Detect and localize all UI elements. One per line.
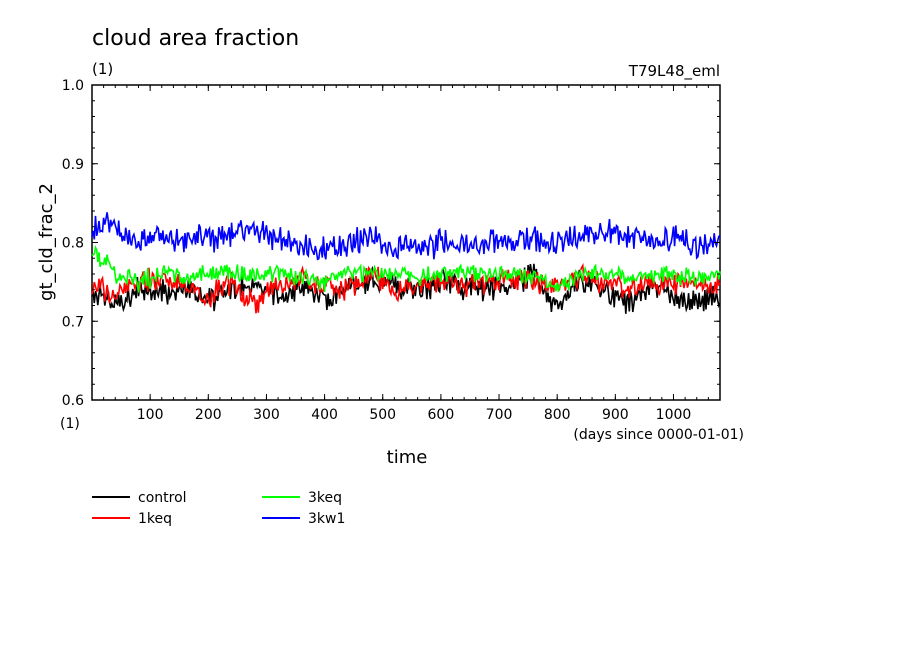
- y-tick-label: 1.0: [62, 78, 84, 94]
- y-axis-label: gt_cld_frac_2: [36, 183, 57, 301]
- series-layer: [91, 212, 721, 314]
- y-tick-label: 0.8: [62, 236, 84, 252]
- y-axis-units: (1): [60, 416, 80, 432]
- x-axis-units: (days since 0000-01-01): [573, 427, 744, 443]
- legend-label-1keq: 1keq: [138, 511, 172, 527]
- legend-label-control: control: [138, 490, 187, 506]
- series-line-3keq: [91, 245, 721, 293]
- x-axis-label: time: [387, 447, 428, 468]
- x-tick-label: 600: [428, 407, 455, 423]
- legend-label-3kw1: 3kw1: [308, 511, 345, 527]
- ticks-layer: 0.6 0.7 0.8 0.9 1.0 100 200 300 400 500 600 700 800 9…: [62, 78, 720, 423]
- y-tick-label: 0.6: [62, 393, 84, 409]
- legend-label-3keq: 3keq: [308, 490, 342, 506]
- x-tick-label: 700: [486, 407, 513, 423]
- x-tick-label: 1000: [656, 407, 692, 423]
- legend: control 1keq 3keq 3kw1: [92, 490, 345, 527]
- x-tick-label: 100: [137, 407, 164, 423]
- x-tick-label: 800: [544, 407, 571, 423]
- x-tick-label: 400: [311, 407, 338, 423]
- series-line-3kw1: [91, 212, 721, 261]
- series-line-1keq: [91, 262, 721, 314]
- x-tick-label: 900: [602, 407, 629, 423]
- y-tick-label: 0.9: [62, 157, 84, 173]
- y-tick-label: 0.7: [62, 314, 84, 330]
- x-tick-label: 300: [253, 407, 280, 423]
- x-tick-label: 200: [195, 407, 222, 423]
- chart-units: (1): [92, 60, 113, 78]
- chart-title: cloud area fraction: [92, 26, 299, 51]
- x-tick-label: 500: [369, 407, 396, 423]
- experiment-label: T79L48_eml: [628, 62, 720, 81]
